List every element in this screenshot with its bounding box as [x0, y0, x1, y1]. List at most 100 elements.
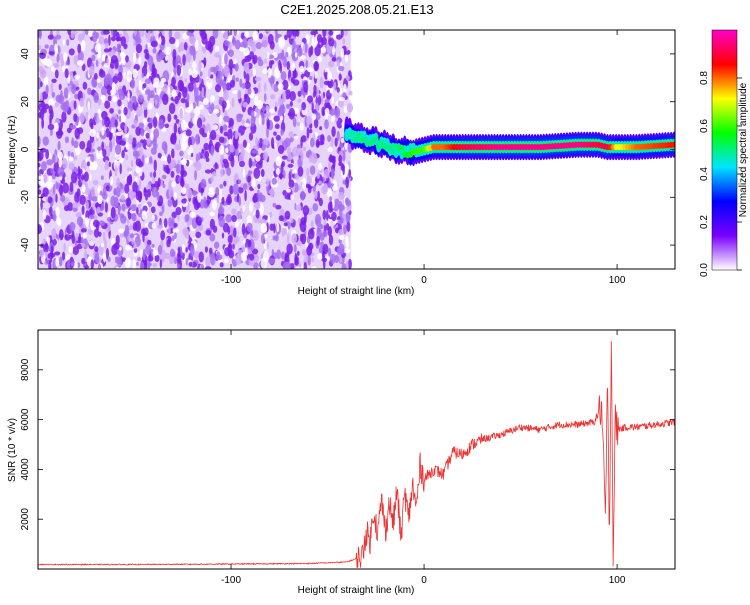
noise-speckle: [175, 207, 182, 216]
noise-speckle: [173, 122, 178, 135]
noise-speckle: [130, 78, 136, 89]
noise-speckle: [152, 249, 159, 256]
noise-speckle: [186, 93, 190, 102]
noise-speckle: [287, 154, 293, 161]
noise-speckle: [144, 78, 152, 84]
noise-speckle: [138, 122, 145, 129]
noise-speckle: [153, 171, 157, 178]
noise-speckle: [143, 186, 147, 197]
noise-speckle: [280, 251, 285, 260]
noise-speckle: [118, 64, 123, 75]
noise-speckle: [67, 202, 74, 212]
noise-speckle: [46, 236, 51, 244]
noise-speckle: [162, 93, 169, 105]
noise-speckle: [322, 230, 328, 238]
noise-speckle: [340, 163, 345, 172]
noise-speckle: [309, 128, 313, 134]
noise-speckle: [327, 247, 332, 257]
spectrogram-x-label: Height of straight line (km): [298, 286, 415, 297]
noise-speckle: [64, 68, 69, 79]
noise-speckle: [261, 35, 269, 48]
noise-speckle: [248, 157, 253, 169]
noise-speckle: [164, 252, 171, 260]
noise-speckle: [339, 207, 343, 218]
noise-speckle: [216, 251, 221, 257]
colorbar-ticks: 0.0 0.2 0.4 0.6 0.8: [699, 71, 742, 277]
noise-speckle: [186, 31, 192, 36]
noise-speckle: [214, 162, 218, 170]
noise-speckle: [101, 118, 105, 127]
noise-speckle: [223, 131, 229, 137]
noise-speckle: [282, 79, 289, 91]
noise-speckle: [226, 167, 232, 176]
noise-speckle: [303, 81, 309, 93]
noise-speckle: [131, 191, 137, 197]
noise-speckle: [138, 192, 142, 203]
noise-speckle: [209, 233, 216, 242]
noise-speckle: [234, 147, 239, 157]
noise-speckle: [271, 177, 277, 185]
noise-speckle: [301, 102, 307, 111]
noise-speckle: [331, 211, 337, 222]
noise-speckle: [142, 118, 147, 126]
noise-speckle: [121, 54, 125, 66]
noise-speckle: [97, 146, 102, 151]
noise-speckle: [204, 246, 209, 253]
noise-speckle: [85, 147, 91, 153]
noise-speckle: [232, 243, 235, 250]
noise-speckle: [305, 60, 309, 68]
noise-speckle: [299, 122, 304, 131]
noise-speckle: [309, 137, 315, 148]
noise-speckle: [223, 161, 230, 169]
noise-speckle: [275, 32, 279, 43]
noise-speckle: [193, 81, 197, 92]
noise-speckle: [167, 154, 172, 164]
noise-speckle: [59, 184, 64, 196]
noise-speckle: [277, 83, 284, 90]
noise-speckle: [222, 103, 225, 113]
noise-speckle: [216, 193, 220, 204]
noise-speckle: [118, 156, 124, 163]
noise-speckle: [204, 169, 212, 174]
noise-speckle: [271, 248, 275, 257]
ridge-core: [671, 141, 675, 148]
noise-speckle: [264, 93, 267, 102]
noise-speckle: [225, 214, 233, 223]
noise-speckle: [246, 222, 253, 232]
noise-speckle: [38, 65, 44, 73]
noise-speckle: [249, 201, 253, 213]
noise-speckle: [152, 263, 157, 268]
noise-speckle: [43, 172, 48, 184]
noise-speckle: [267, 67, 272, 78]
noise-speckle: [138, 79, 142, 86]
noise-speckle: [219, 114, 223, 124]
noise-speckle: [254, 201, 261, 210]
snr-x-label: Height of straight line (km): [298, 585, 415, 596]
noise-speckle: [298, 184, 301, 191]
noise-speckle: [120, 36, 126, 47]
noise-speckle: [311, 257, 314, 263]
noise-speckle: [127, 90, 130, 103]
noise-speckle: [323, 168, 330, 179]
noise-speckle: [321, 249, 326, 261]
noise-speckle: [72, 246, 79, 256]
noise-speckle: [171, 89, 177, 98]
noise-speckle: [339, 234, 345, 241]
noise-speckle: [52, 238, 57, 246]
noise-speckle: [333, 31, 337, 40]
noise-speckle: [49, 109, 54, 120]
noise-speckle: [329, 108, 336, 116]
noise-speckle: [108, 34, 111, 46]
noise-speckle: [320, 46, 327, 54]
noise-speckle: [205, 256, 211, 268]
noise-speckle: [261, 106, 266, 112]
snr-y-label: SNR (10 * v/v): [7, 418, 18, 482]
noise-speckle: [91, 196, 99, 202]
noise-speckle: [95, 59, 99, 67]
noise-speckle: [259, 138, 263, 143]
noise-speckle: [110, 36, 116, 42]
noise-speckle: [89, 173, 92, 181]
noise-speckle: [309, 154, 312, 164]
noise-speckle: [124, 257, 132, 269]
noise-speckle: [58, 156, 63, 168]
